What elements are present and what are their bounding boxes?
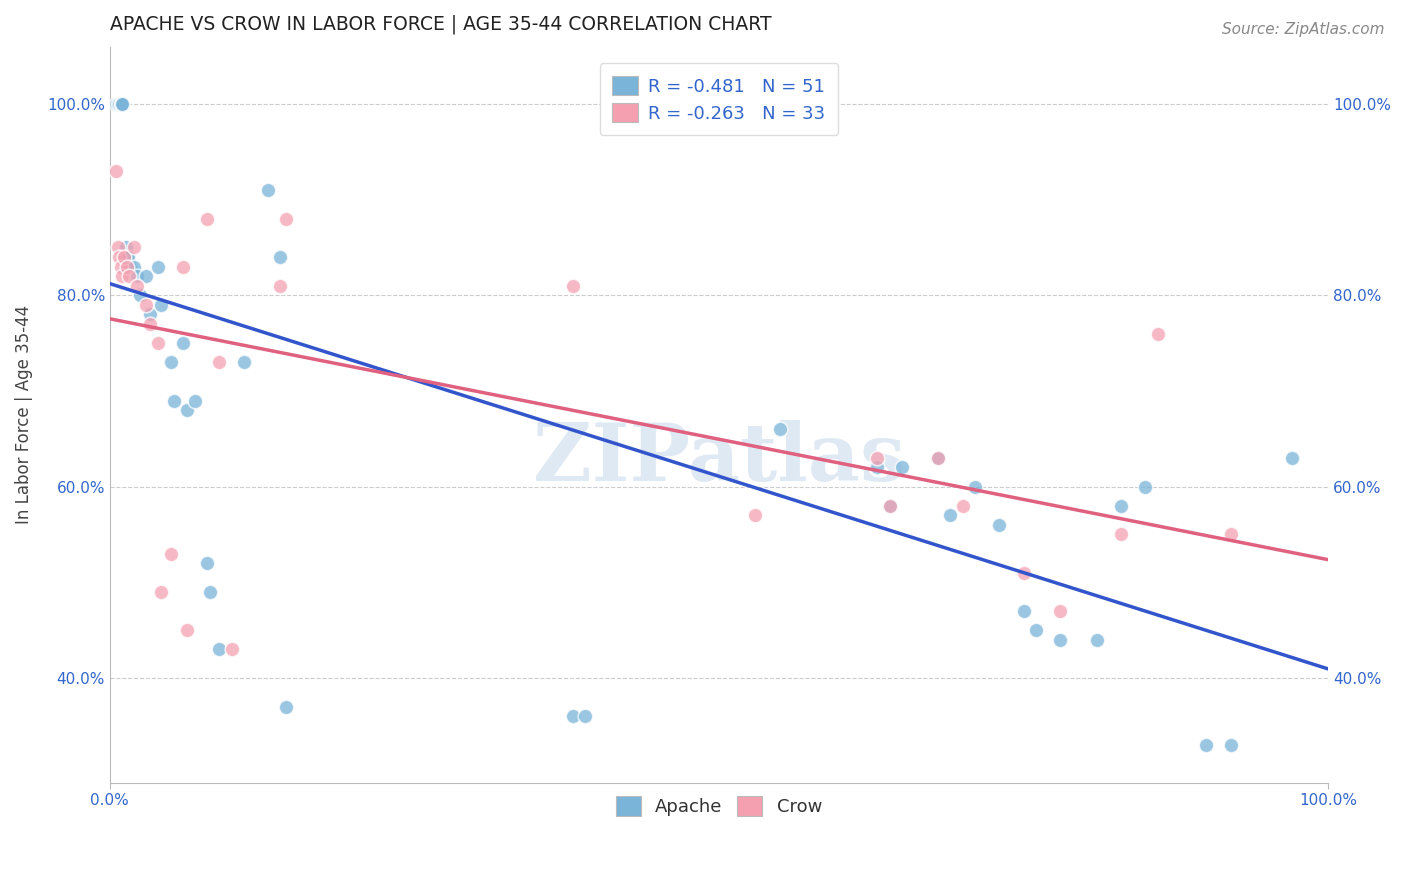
Point — [108, 250, 131, 264]
Point — [107, 240, 129, 254]
Point — [108, 97, 131, 112]
Point — [221, 642, 243, 657]
Point — [198, 584, 221, 599]
Point — [110, 97, 132, 112]
Point — [1025, 623, 1047, 637]
Point — [122, 260, 145, 274]
Point — [276, 211, 298, 226]
Point — [112, 250, 135, 264]
Point — [952, 499, 974, 513]
Point — [135, 269, 157, 284]
Point — [257, 183, 280, 197]
Point — [1109, 499, 1132, 513]
Point — [111, 97, 134, 112]
Point — [574, 709, 596, 723]
Point — [561, 709, 583, 723]
Point — [1085, 632, 1108, 647]
Point — [195, 556, 218, 570]
Point — [159, 547, 181, 561]
Text: Source: ZipAtlas.com: Source: ZipAtlas.com — [1222, 22, 1385, 37]
Point — [115, 260, 138, 274]
Point — [276, 699, 298, 714]
Point — [149, 298, 172, 312]
Point — [1109, 527, 1132, 541]
Point — [118, 269, 141, 284]
Point — [148, 336, 170, 351]
Point — [118, 260, 141, 274]
Point — [111, 97, 134, 112]
Y-axis label: In Labor Force | Age 35-44: In Labor Force | Age 35-44 — [15, 305, 32, 524]
Legend: Apache, Crow: Apache, Crow — [605, 786, 834, 827]
Point — [159, 355, 181, 369]
Point — [879, 499, 901, 513]
Point — [104, 97, 127, 112]
Point — [879, 499, 901, 513]
Point — [890, 460, 912, 475]
Point — [163, 393, 186, 408]
Point — [1135, 480, 1157, 494]
Point — [1219, 527, 1241, 541]
Point — [184, 393, 207, 408]
Point — [208, 355, 231, 369]
Point — [135, 298, 157, 312]
Point — [125, 278, 148, 293]
Point — [208, 642, 231, 657]
Point — [172, 336, 194, 351]
Point — [139, 308, 162, 322]
Point — [115, 250, 138, 264]
Text: ZIPatlas: ZIPatlas — [533, 420, 905, 498]
Point — [1146, 326, 1168, 341]
Point — [104, 164, 127, 178]
Point — [195, 211, 218, 226]
Point — [269, 278, 291, 293]
Point — [1219, 738, 1241, 752]
Point — [112, 250, 135, 264]
Point — [139, 317, 162, 331]
Point — [149, 584, 172, 599]
Point — [1049, 632, 1071, 647]
Point — [107, 97, 129, 112]
Point — [744, 508, 766, 523]
Point — [125, 269, 148, 284]
Point — [1012, 566, 1035, 580]
Point — [866, 450, 889, 465]
Text: APACHE VS CROW IN LABOR FORCE | AGE 35-44 CORRELATION CHART: APACHE VS CROW IN LABOR FORCE | AGE 35-4… — [110, 15, 772, 35]
Point — [111, 97, 134, 112]
Point — [120, 260, 142, 274]
Point — [232, 355, 254, 369]
Point — [129, 288, 152, 302]
Point — [1012, 604, 1035, 618]
Point — [963, 480, 986, 494]
Point — [172, 260, 194, 274]
Point — [939, 508, 962, 523]
Point — [769, 422, 792, 436]
Point — [561, 278, 583, 293]
Point — [110, 260, 132, 274]
Point — [269, 250, 291, 264]
Point — [114, 240, 136, 254]
Point — [117, 250, 139, 264]
Point — [1049, 604, 1071, 618]
Point — [176, 623, 198, 637]
Point — [927, 450, 949, 465]
Point — [1281, 450, 1303, 465]
Point — [111, 269, 134, 284]
Point — [122, 240, 145, 254]
Point — [927, 450, 949, 465]
Point — [988, 517, 1011, 532]
Point — [148, 260, 170, 274]
Point — [866, 460, 889, 475]
Point — [176, 403, 198, 417]
Point — [1195, 738, 1218, 752]
